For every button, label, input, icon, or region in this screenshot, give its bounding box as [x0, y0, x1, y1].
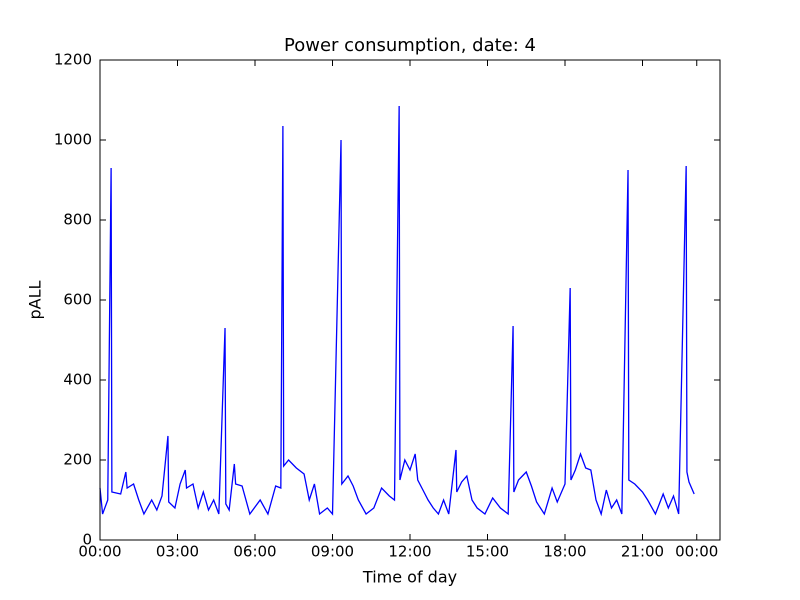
y-tick-label: 600	[63, 291, 92, 309]
x-tick-label: 03:00	[156, 543, 199, 561]
x-tick-label: 15:00	[466, 543, 509, 561]
x-tick-label: 21:00	[621, 543, 664, 561]
plot-frame	[99, 59, 721, 541]
y-axis-label: pALL	[26, 280, 45, 319]
x-tick-label: 09:00	[311, 543, 354, 561]
x-tick-label: 18:00	[543, 543, 586, 561]
y-tick-label: 800	[63, 211, 92, 229]
y-tick-label: 1200	[54, 51, 92, 69]
y-tick-label: 400	[63, 371, 92, 389]
x-tick-label: 06:00	[233, 543, 276, 561]
x-tick-label: 12:00	[388, 543, 431, 561]
x-axis-label: Time of day	[362, 568, 457, 587]
y-tick-label: 200	[63, 451, 92, 469]
x-tick-label: 00:00	[78, 543, 121, 561]
data-line	[99, 105, 695, 517]
chart-title: Power consumption, date: 4	[284, 35, 536, 56]
y-tick-label: 0	[82, 531, 92, 549]
y-tick-label: 1000	[54, 131, 92, 149]
x-tick-label: 00:00	[675, 543, 718, 561]
